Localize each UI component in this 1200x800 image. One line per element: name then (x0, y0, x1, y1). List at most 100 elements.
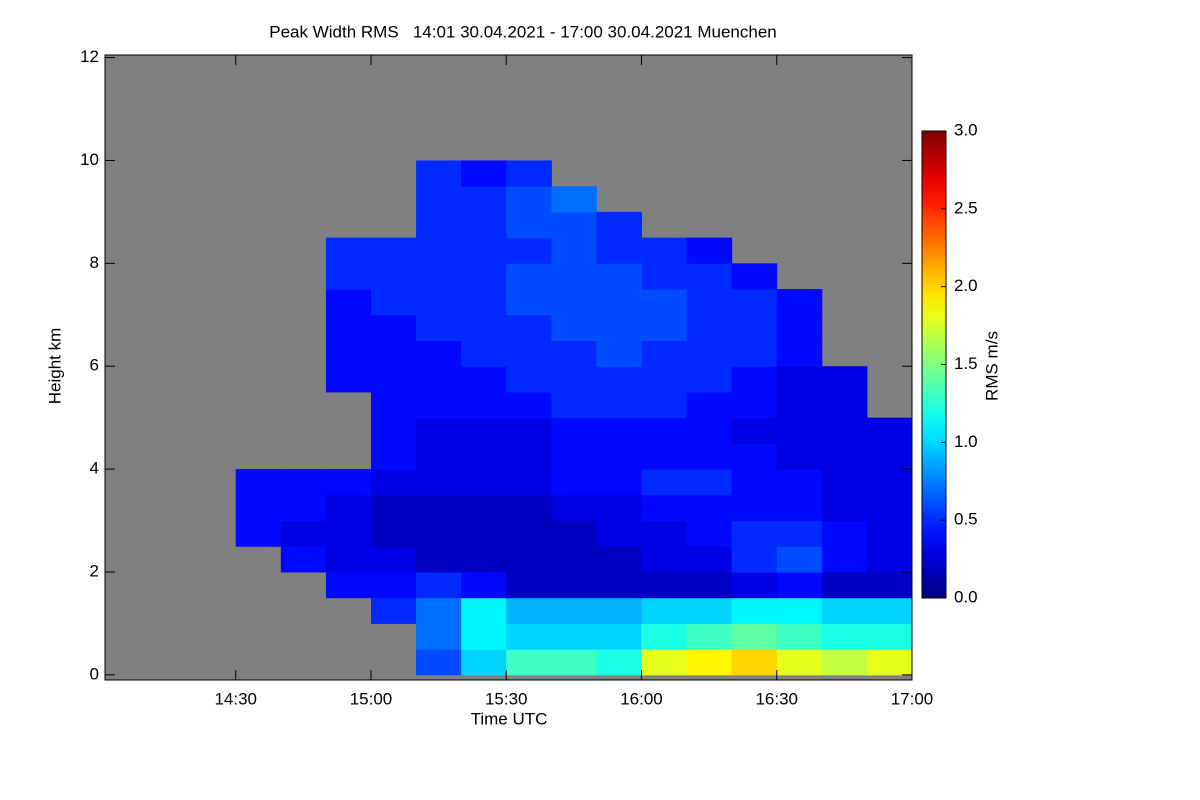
heatmap-cell (776, 289, 823, 316)
heatmap-cell (821, 623, 868, 650)
heatmap-cell (641, 597, 688, 624)
heatmap-cell (776, 417, 823, 444)
heatmap-cell (416, 623, 462, 650)
heatmap-cell (551, 597, 597, 624)
heatmap-cell (731, 623, 778, 650)
heatmap-cell (551, 571, 597, 599)
heatmap-cell (461, 160, 507, 187)
heatmap-cell (461, 237, 507, 264)
heatmap-cell (551, 263, 597, 290)
heatmap-cell (866, 417, 913, 444)
heatmap-cell (461, 391, 507, 419)
heatmap-cell (325, 289, 372, 316)
heatmap-cell (461, 520, 507, 547)
heatmap-cell (325, 366, 372, 393)
heatmap-cell (641, 469, 688, 496)
heatmap-cell (370, 597, 417, 624)
colorbar-tick-label: 2.0 (954, 276, 978, 295)
heatmap-cell (506, 289, 552, 316)
heatmap-cell (731, 391, 778, 419)
heatmap-cell (416, 366, 462, 393)
heatmap-cell (506, 263, 552, 290)
heatmap-cell (731, 340, 778, 367)
heatmap-cell (461, 263, 507, 290)
heatmap-cell (416, 443, 462, 470)
heatmap-cell (506, 469, 552, 496)
heatmap-cell (551, 443, 597, 470)
heatmap-cell (596, 237, 642, 264)
heatmap-cell (325, 520, 372, 547)
heatmap-cell (821, 443, 868, 470)
heatmap-cell (461, 494, 507, 522)
heatmap-cell (686, 366, 733, 393)
heatmap-cell (235, 520, 282, 547)
heatmap-cell (551, 546, 597, 573)
heatmap-cell (866, 469, 913, 496)
heatmap-cell (596, 597, 642, 624)
heatmap-cell (866, 443, 913, 470)
heatmap-cell (686, 263, 733, 290)
heatmap-cell (551, 520, 597, 547)
heatmap-cell (506, 494, 552, 522)
heatmap-cell (821, 417, 868, 444)
y-tick-label: 2 (90, 561, 99, 580)
heatmap-cell (686, 391, 733, 419)
heatmap-cell (506, 417, 552, 444)
heatmap-cell (686, 571, 733, 599)
heatmap-cell (731, 649, 778, 676)
heatmap-cell (370, 237, 417, 264)
heatmap-cell (461, 623, 507, 650)
heatmap-cell (370, 443, 417, 470)
heatmap-cell (370, 263, 417, 290)
heatmap-cell (461, 314, 507, 341)
heatmap-cell (370, 469, 417, 496)
heatmap-cell (641, 340, 688, 367)
heatmap-cell (596, 314, 642, 341)
plot-frame (104, 54, 913, 681)
heatmap-cell (416, 597, 462, 624)
heatmap-cell (821, 546, 868, 573)
heatmap-cell (776, 520, 823, 547)
heatmap-cell (325, 571, 372, 599)
heatmap-cell (596, 571, 642, 599)
heatmap-cell (370, 546, 417, 573)
heatmap-cell (686, 649, 733, 676)
heatmap-cell (866, 571, 913, 599)
heatmap-cell (506, 186, 552, 213)
heatmap-cell (370, 520, 417, 547)
chart-title: Peak Width RMS 14:01 30.04.2021 - 17:00 … (269, 22, 777, 41)
heatmap-cell (506, 597, 552, 624)
heatmap-cell (506, 649, 552, 676)
heatmap-cell (731, 520, 778, 547)
heatmap-cell (506, 391, 552, 419)
heatmap-cell (325, 237, 372, 264)
heatmap-cell (416, 263, 462, 290)
heatmap-cell (641, 443, 688, 470)
heatmap-cell (416, 289, 462, 316)
heatmap-cell (280, 546, 327, 573)
heatmap-cell (551, 289, 597, 316)
heatmap-cell (506, 571, 552, 599)
heatmap-cell (370, 417, 417, 444)
heatmap-cell (506, 520, 552, 547)
heatmap-cell (370, 289, 417, 316)
x-axis-label: Time UTC (471, 709, 548, 728)
heatmap-cell (596, 417, 642, 444)
heatmap-cell (686, 443, 733, 470)
heatmap-cell (325, 263, 372, 290)
heatmap-cell (506, 366, 552, 393)
heatmap-cell (416, 417, 462, 444)
heatmap-cell (461, 417, 507, 444)
y-tick-label: 0 (90, 664, 99, 683)
heatmap-cell (551, 340, 597, 367)
heatmap-cell (325, 314, 372, 341)
heatmap-cell (596, 469, 642, 496)
heatmap-cell (821, 520, 868, 547)
heatmap-cell (370, 494, 417, 522)
heatmap-cell (416, 211, 462, 239)
heatmap-cell (461, 546, 507, 573)
colorbar-tick-label: 2.5 (954, 198, 978, 217)
heatmap-cell (461, 469, 507, 496)
heatmap-cell (325, 340, 372, 367)
